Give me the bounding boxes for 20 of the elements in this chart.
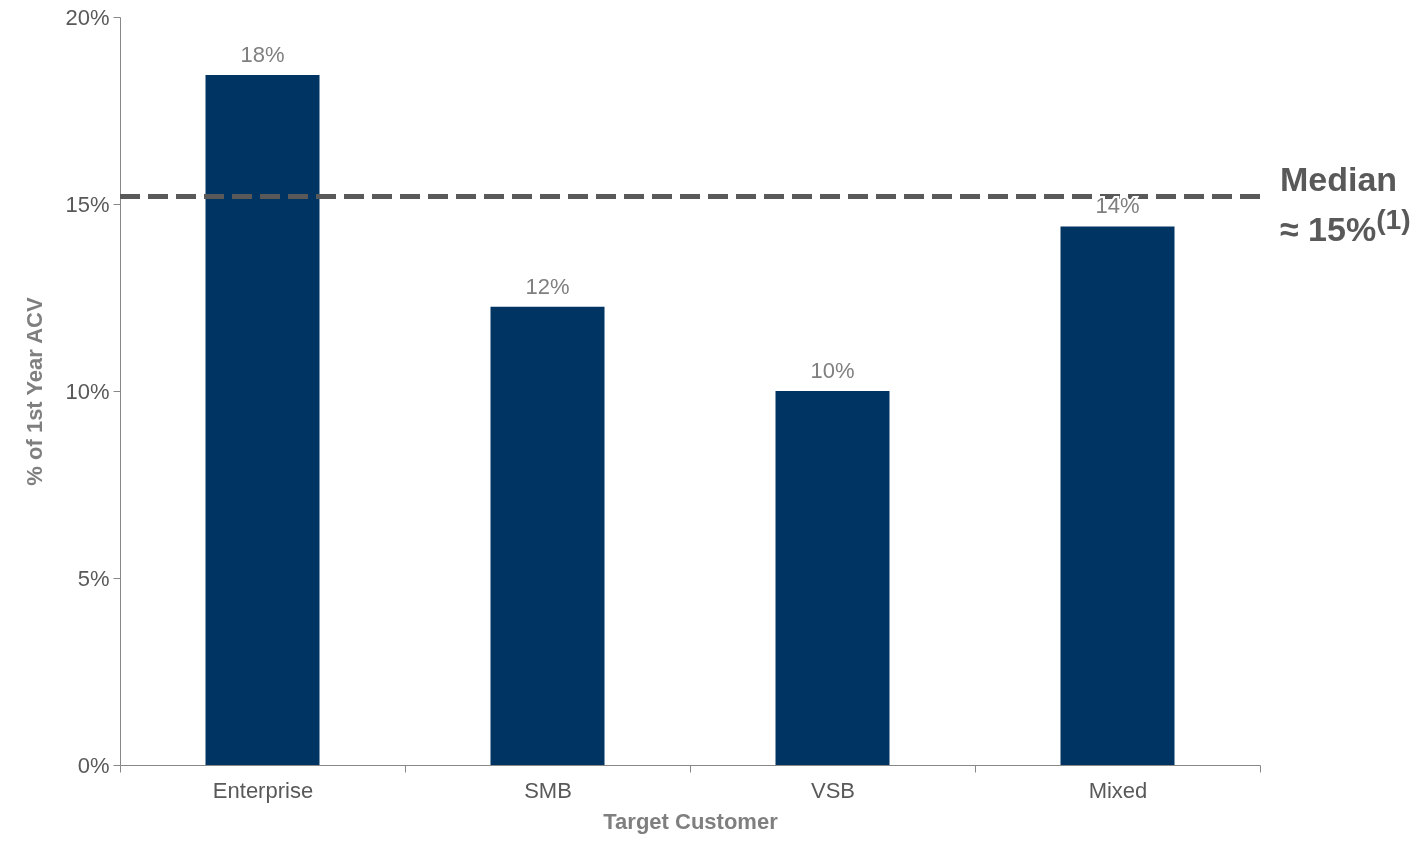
y-tick-label: 15% [65, 191, 110, 217]
y-tick-label: 5% [77, 565, 110, 591]
x-tick-label: SMB [524, 777, 572, 803]
data-label: 10% [810, 358, 855, 383]
y-tick-label: 20% [65, 4, 110, 30]
data-label: 14% [1095, 193, 1140, 219]
x-tick-label: Enterprise [212, 777, 314, 803]
x-axis-title: Target Customer [603, 808, 779, 834]
ref-line-label: Median ≈ 15%$^{(1)}$ [1280, 158, 1412, 249]
x-tick-label: Mixed [1088, 777, 1148, 803]
bar [205, 74, 320, 765]
bar [1060, 226, 1175, 765]
y-tick-label: 0% [77, 752, 110, 778]
y-tick-label: 10% [65, 378, 110, 404]
x-tick-label: VSB [810, 777, 856, 803]
bar [775, 391, 890, 765]
y-axis-title: % of 1st Year ACV [22, 297, 48, 486]
data-label: 18% [240, 41, 285, 67]
bar [490, 306, 605, 765]
data-label: 12% [525, 273, 570, 299]
